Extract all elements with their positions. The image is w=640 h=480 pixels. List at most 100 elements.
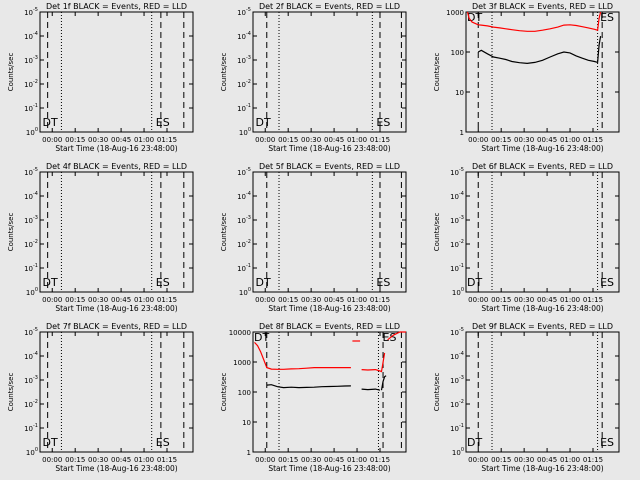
y-tick-label: 100 [451,49,464,57]
y-tick-exponent: -2 [459,239,464,245]
y-tick-exponent: -2 [33,79,38,85]
x-tick-label: 00:15 [491,296,511,304]
y-axis-label: Counts/sec [7,373,15,412]
y-tick-exponent: -3 [246,55,251,61]
y-tick-label: 100 [26,287,38,297]
y-tick-label: 100 [239,127,251,137]
x-tick-label: 00:30 [88,456,108,464]
annotation-es: ES [600,276,614,289]
y-tick-label: 10-3 [450,215,464,225]
y-tick-label: 10-2 [24,79,38,89]
y-tick-label: 10-1 [24,423,38,433]
y-tick-label: 10-1 [450,263,464,273]
x-tick-label: 00:45 [111,296,131,304]
x-tick-label: 00:30 [301,456,321,464]
chart-panel-5: Det 5f BLACK = Events, RED = LLD 100 10-1 1… [220,162,407,313]
x-tick-label: 00:15 [278,296,298,304]
y-tick-exponent: 0 [461,287,464,293]
x-tick-label: 00:45 [111,136,131,144]
y-tick-label: 10-4 [450,191,464,201]
y-tick-exponent: -1 [459,263,464,269]
y-tick-label: 10-3 [450,375,464,385]
y-tick-label: 10-5 [237,167,251,177]
y-tick-exponent: 0 [248,127,251,133]
x-tick-label: 00:00 [42,136,62,144]
y-tick-exponent: -5 [33,167,38,173]
plot-frame [252,11,407,133]
y-axis-label: Counts/sec [433,53,441,92]
x-tick-label: 01:00 [560,136,580,144]
x-tick-label: 00:30 [514,296,534,304]
y-tick-label: 10-1 [237,263,251,273]
chart-panel-6: Det 6f BLACK = Events, RED = LLD 100 10-1 1… [433,162,620,313]
chart-panel-4: Det 4f BLACK = Events, RED = LLD 100 10-1 1… [7,162,194,313]
annotation-es: ES [600,436,614,449]
events-series-line [477,36,602,65]
x-axis-label: Start Time (18-Aug-16 23:48:00) [268,464,390,473]
annotation-dt: DT [43,116,58,129]
chart-title: Det 7f BLACK = Events, RED = LLD [46,322,187,331]
x-tick-label: 00:30 [301,136,321,144]
y-tick-label: 10-4 [24,31,38,41]
y-tick-label: 10-2 [450,239,464,249]
chart-title: Det 6f BLACK = Events, RED = LLD [472,162,613,171]
y-tick-exponent: -3 [459,375,464,381]
x-tick-label: 00:30 [514,456,534,464]
annotation-es: ES [156,116,170,129]
chart-title: Det 8f BLACK = Events, RED = LLD [259,322,400,331]
y-tick-exponent: -1 [246,263,251,269]
y-tick-exponent: -4 [246,31,251,37]
annotation-dt: DT [256,116,271,129]
x-tick-label: 01:00 [560,456,580,464]
x-tick-label: 00:45 [537,296,557,304]
y-tick-label: 100 [26,447,38,457]
y-tick-exponent: 0 [35,447,38,453]
x-tick-label: 01:15 [157,136,177,144]
x-tick-label: 00:45 [324,136,344,144]
y-tick-label: 10-3 [24,55,38,65]
x-tick-label: 00:30 [301,296,321,304]
chart-panel-2: Det 2f BLACK = Events, RED = LLD 100 10-1 1… [220,2,407,153]
x-tick-label: 00:00 [255,136,275,144]
chart-panel-9: Det 9f BLACK = Events, RED = LLD 100 10-1 1… [433,322,620,473]
events-series-line [266,384,351,389]
x-axis-label: Start Time (18-Aug-16 23:48:00) [481,464,603,473]
y-tick-exponent: 0 [248,287,251,293]
x-axis-label: Start Time (18-Aug-16 23:48:00) [481,144,603,153]
x-tick-label: 01:15 [157,456,177,464]
x-tick-label: 01:00 [347,456,367,464]
x-tick-label: 01:15 [157,296,177,304]
annotation-es: ES [376,276,390,289]
y-tick-exponent: -3 [459,215,464,221]
y-tick-exponent: -2 [246,79,251,85]
annotation-es: ES [376,116,390,129]
y-tick-label: 10-5 [24,7,38,17]
x-tick-label: 00:00 [42,296,62,304]
chart-title: Det 5f BLACK = Events, RED = LLD [259,162,400,171]
x-tick-label: 00:00 [468,456,488,464]
y-tick-label: 10-5 [450,167,464,177]
chart-panel-8: Det 8f BLACK = Events, RED = LLD 1 10 100 10… [220,322,407,473]
x-tick-label: 00:15 [491,136,511,144]
annotation-es: ES [156,436,170,449]
chart-title: Det 2f BLACK = Events, RED = LLD [259,2,400,11]
x-tick-label: 01:15 [370,456,390,464]
annotation-dt: DT [254,331,269,344]
annotation-dt: DT [43,276,58,289]
events-series-line [361,388,381,391]
y-tick-exponent: -5 [33,327,38,333]
y-tick-label: 10-2 [24,399,38,409]
x-tick-label: 01:15 [370,136,390,144]
annotation-dt: DT [256,276,271,289]
y-tick-exponent: -4 [459,191,464,197]
plot-frame [252,171,407,293]
x-tick-label: 00:45 [324,296,344,304]
y-tick-label: 10-1 [24,103,38,113]
y-tick-exponent: 0 [35,127,38,133]
x-tick-label: 00:45 [324,456,344,464]
y-tick-label: 100 [452,287,464,297]
y-tick-exponent: -3 [33,375,38,381]
x-tick-label: 00:30 [88,136,108,144]
